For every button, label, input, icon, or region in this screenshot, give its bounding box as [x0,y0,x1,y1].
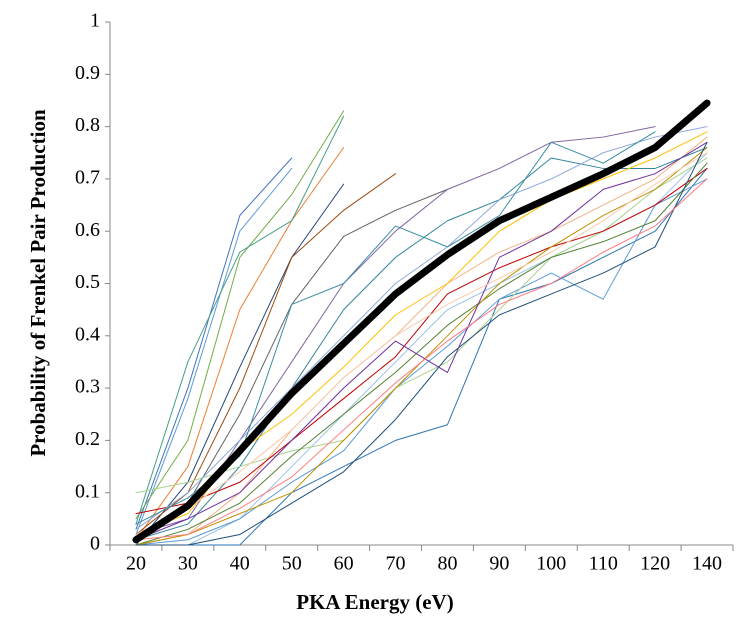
series-line [135,167,708,546]
x-tick-label: 50 [282,553,302,575]
y-axis-title: Probability of Frenkel Pair Production [26,109,50,457]
x-tick-label: 40 [230,553,250,575]
y-tick-label: 0.9 [75,62,100,84]
y-tick-label: 0 [90,533,100,555]
series-line [135,126,708,530]
series-line [132,99,711,544]
series-line [135,141,708,546]
y-tick-label: 0.7 [75,166,100,188]
x-tick-label: 100 [536,553,566,575]
series-line [135,167,293,536]
x-tick-label: 90 [489,553,509,575]
y-tick-label: 0.3 [75,376,100,398]
x-tick-label: 80 [437,553,457,575]
series-line [135,115,345,525]
series-line [135,136,708,546]
x-tick-label: 60 [334,553,354,575]
y-tick-label: 0.1 [75,480,100,502]
y-tick-label: 0.6 [75,219,100,241]
x-tick-label: 140 [692,553,722,575]
series-line [135,141,708,541]
series-line [135,147,345,541]
series-line [135,183,345,546]
y-tick-label: 0.8 [75,114,100,136]
series-line [135,167,708,515]
x-tick-label: 110 [589,553,618,575]
series-line [135,178,708,546]
series-line [135,147,708,546]
series-line [135,162,708,546]
x-tick-label: 20 [126,553,146,575]
series-line [135,173,397,536]
y-tick-label: 0.2 [75,428,100,450]
series-line [135,152,708,536]
series-line [135,157,708,494]
x-tick-label: 30 [178,553,198,575]
series-line [135,157,293,530]
x-tick-label: 120 [640,553,670,575]
series-line [135,131,656,525]
y-tick-label: 1 [90,10,100,32]
y-tick-label: 0.4 [75,323,100,345]
series-line [135,110,345,520]
y-tick-label: 0.5 [75,271,100,293]
series-line [135,178,708,541]
x-tick-label: 70 [386,553,406,575]
x-axis-title: PKA Energy (eV) [296,590,453,614]
series-line [135,188,448,541]
